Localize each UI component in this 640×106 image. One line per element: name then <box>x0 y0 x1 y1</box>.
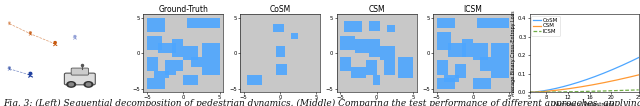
Bar <box>436 60 447 75</box>
Circle shape <box>29 32 31 33</box>
Circle shape <box>9 22 10 23</box>
CoSM <box>635 57 640 58</box>
Line: CoSM: CoSM <box>530 58 639 92</box>
Title: Ground-Truth: Ground-Truth <box>159 5 209 14</box>
Bar <box>147 36 161 50</box>
Bar <box>444 75 458 82</box>
Title: ICSM: ICSM <box>463 5 483 14</box>
Y-axis label: Average Binary Cross-Entropy Loss: Average Binary Cross-Entropy Loss <box>511 10 516 96</box>
Bar <box>380 46 395 60</box>
Bar <box>147 78 165 89</box>
Bar <box>436 18 455 29</box>
Bar <box>369 21 380 31</box>
Bar <box>184 75 198 85</box>
Bar <box>436 78 455 89</box>
Bar <box>340 36 355 50</box>
Bar <box>436 32 451 50</box>
Bar <box>365 60 376 75</box>
ICSM <box>590 91 598 92</box>
Bar <box>247 75 262 85</box>
CoSM <box>625 62 632 63</box>
Bar <box>447 43 466 57</box>
Bar <box>172 39 184 57</box>
Bar <box>187 18 220 29</box>
Bar <box>398 57 413 78</box>
Bar <box>344 21 362 32</box>
Bar <box>477 18 509 29</box>
CoSM <box>526 92 534 93</box>
Bar <box>165 60 176 75</box>
FancyBboxPatch shape <box>65 73 95 85</box>
Circle shape <box>86 83 91 86</box>
CSM <box>526 92 534 93</box>
CSM <box>618 78 625 80</box>
Circle shape <box>74 36 76 37</box>
Bar <box>202 43 220 75</box>
CSM <box>590 84 598 85</box>
Bar <box>154 71 169 78</box>
CoSM <box>526 92 534 93</box>
ICSM <box>635 89 640 91</box>
Bar <box>492 43 509 78</box>
Bar <box>276 46 285 57</box>
Bar <box>147 18 165 32</box>
Bar <box>387 25 395 32</box>
Line: CSM: CSM <box>530 75 639 92</box>
CSM <box>625 77 632 78</box>
CoSM <box>591 76 598 77</box>
Bar <box>481 57 492 71</box>
Circle shape <box>54 42 56 43</box>
FancyBboxPatch shape <box>71 68 88 75</box>
Bar <box>158 43 176 53</box>
Bar <box>473 43 488 60</box>
CoSM <box>618 65 625 66</box>
CSM <box>635 74 640 75</box>
Text: Fig. 3: (Left) Sequential decomposition of pedestrian dynamics. (Middle) Compari: Fig. 3: (Left) Sequential decomposition … <box>3 99 640 106</box>
Bar <box>276 64 287 75</box>
ICSM <box>618 90 625 91</box>
ICSM <box>526 92 534 93</box>
CoSM <box>593 75 600 77</box>
Bar <box>351 67 365 78</box>
CSM <box>593 84 600 85</box>
Bar <box>291 33 298 39</box>
Title: CoSM: CoSM <box>269 5 291 14</box>
ICSM <box>526 92 534 93</box>
Bar <box>340 57 351 71</box>
CSM <box>526 92 534 93</box>
X-axis label: Number of Pedestrians: Number of Pedestrians <box>554 102 614 106</box>
Bar <box>191 57 202 67</box>
Circle shape <box>67 82 76 87</box>
Bar <box>369 39 380 57</box>
Bar <box>273 24 284 32</box>
CSM <box>591 84 598 85</box>
Circle shape <box>69 83 74 86</box>
Bar <box>455 64 466 78</box>
Circle shape <box>84 82 93 87</box>
Line: ICSM: ICSM <box>530 90 639 92</box>
Bar <box>384 60 395 75</box>
Circle shape <box>8 67 10 68</box>
CoSM <box>590 76 598 77</box>
ICSM <box>593 91 600 92</box>
Bar <box>462 39 473 57</box>
Bar <box>373 75 380 85</box>
Circle shape <box>29 72 31 74</box>
Bar <box>355 39 369 53</box>
Title: CSM: CSM <box>368 5 385 14</box>
Legend: CoSM, CSM, ICSM: CoSM, CSM, ICSM <box>531 16 560 36</box>
Bar <box>473 78 492 89</box>
ICSM <box>625 90 632 91</box>
ICSM <box>591 91 598 92</box>
Bar <box>184 46 198 60</box>
Bar <box>176 60 184 71</box>
Bar <box>147 57 158 71</box>
